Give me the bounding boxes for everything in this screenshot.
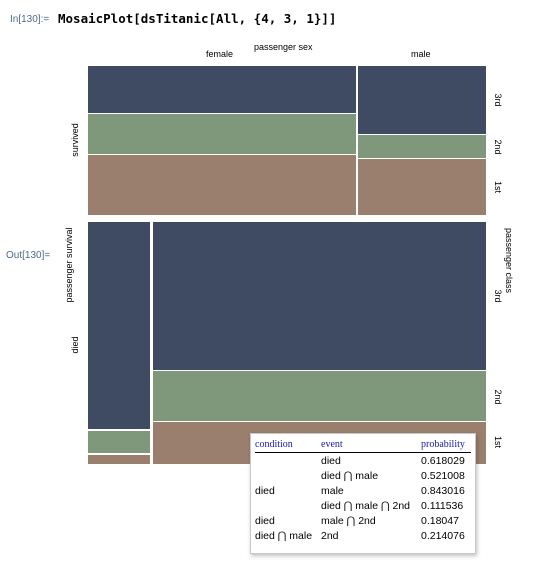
row-condition	[255, 453, 321, 469]
tile-died-female-2nd[interactable]	[88, 431, 150, 453]
table-row: died ⋂ male ⋂ 2nd 0.111536	[255, 498, 471, 513]
header-event: event	[321, 439, 421, 453]
top-label-female: female	[206, 49, 234, 59]
row-condition: died	[255, 485, 275, 497]
row-condition	[255, 498, 321, 513]
row-probability: 0.18047	[421, 515, 459, 527]
top-label-male: male	[411, 49, 431, 59]
row-probability: 0.214076	[421, 530, 465, 542]
right-label-1st-top: 1st	[493, 180, 503, 193]
probability-table: condition event probability died 0.61802…	[255, 439, 471, 543]
table-row: died ⋂ male 2nd 0.214076	[255, 528, 471, 543]
table-row: died ⋂ male 0.521008	[255, 468, 471, 483]
row-probability: 0.618029	[421, 455, 465, 467]
input-cell-label: In[130]:=	[10, 14, 50, 25]
tile-died-female-1st[interactable]	[88, 455, 150, 464]
output-cell-label: Out[130]=	[6, 250, 51, 261]
row-event: male	[321, 485, 344, 497]
right-label-2nd-bottom: 2nd	[493, 389, 503, 405]
header-condition: condition	[255, 439, 321, 453]
tile-died-male-3rd[interactable]	[153, 222, 486, 370]
tile-died-male-2nd[interactable]	[153, 371, 486, 421]
row-condition	[255, 468, 321, 483]
table-row: died 0.618029	[255, 453, 471, 469]
top-axis-title: passenger sex	[254, 42, 313, 52]
right-label-3rd-bottom: 3rd	[493, 289, 503, 303]
tile-survived-male-1st[interactable]	[358, 159, 486, 215]
right-label-2nd-top: 2nd	[493, 139, 503, 155]
table-row: died male 0.843016	[255, 483, 471, 498]
right-label-1st-bottom: 1st	[493, 435, 503, 448]
tile-survived-male-3rd[interactable]	[358, 66, 486, 134]
row-condition: died	[255, 515, 275, 527]
row-event: died	[321, 455, 341, 467]
tile-survived-female-1st[interactable]	[88, 155, 356, 215]
row-probability: 0.521008	[421, 470, 465, 482]
right-axis-title: passenger class	[504, 228, 514, 294]
left-axis-title: passenger survival	[64, 227, 74, 303]
tile-died-female-3rd[interactable]	[88, 222, 150, 429]
tile-survived-male-2nd[interactable]	[358, 135, 486, 158]
row-probability: 0.111536	[421, 500, 464, 512]
left-label-died: died	[70, 336, 80, 354]
right-label-3rd-top: 3rd	[493, 93, 503, 107]
row-event: 2nd	[321, 530, 339, 542]
row-event: died ⋂ male ⋂ 2nd	[321, 500, 411, 512]
row-event: male ⋂ 2nd	[321, 515, 376, 527]
left-label-survived: survived	[70, 123, 80, 157]
row-condition: died ⋂ male	[255, 530, 313, 542]
tile-survived-female-3rd[interactable]	[88, 66, 356, 113]
tile-survived-female-2nd[interactable]	[88, 114, 356, 154]
input-cell-code[interactable]: MosaicPlot[dsTitanic[All, {4, 3, 1}]]	[58, 11, 337, 26]
header-probability: probability	[421, 439, 471, 453]
probability-tooltip: condition event probability died 0.61802…	[250, 433, 476, 554]
row-event: died ⋂ male	[321, 470, 379, 482]
row-probability: 0.843016	[421, 485, 465, 497]
table-row: died male ⋂ 2nd 0.18047	[255, 513, 471, 528]
